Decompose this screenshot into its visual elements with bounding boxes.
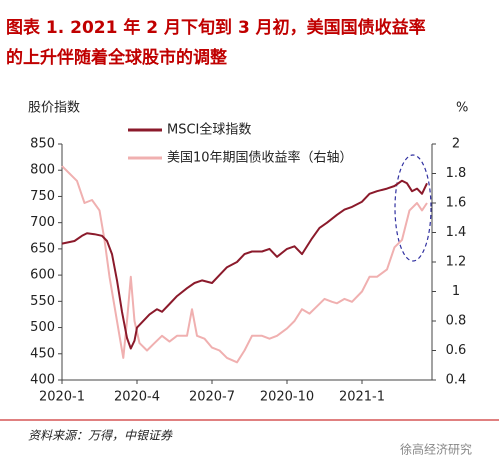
y2-tick-label: 1	[452, 284, 460, 299]
y2-tick-label: 1.4	[446, 225, 467, 240]
y-tick-label: 800	[30, 163, 55, 178]
chart-title: 的上升伴随着全球股市的调整	[6, 47, 227, 68]
y-tick-label: 500	[30, 320, 55, 335]
y2-tick-label: 2	[452, 137, 460, 152]
y-tick-label: 400	[30, 373, 55, 388]
y-tick-label: 750	[30, 189, 55, 204]
y2-axis-label: %	[456, 101, 468, 116]
source: 资料来源：万得，中银证券	[28, 429, 173, 443]
y-tick-label: 450	[30, 346, 55, 361]
y2-tick-label: 0.8	[446, 314, 467, 329]
y-tick-label: 650	[30, 241, 55, 256]
x-tick-label: 2021-1	[339, 390, 385, 405]
chart-title: 图表 1. 2021 年 2 月下旬到 3 月初，美国国债收益率	[6, 17, 426, 38]
x-tick-label: 2020-10	[260, 390, 314, 405]
y2-tick-label: 0.6	[446, 343, 467, 358]
y-tick-label: 700	[30, 215, 55, 230]
x-tick-label: 2020-7	[189, 390, 235, 405]
y2-tick-label: 1.8	[446, 166, 467, 181]
watermark: 徐高经济研究	[400, 442, 472, 457]
legend-label: MSCI全球指数	[167, 122, 251, 138]
series-line	[61, 179, 428, 350]
y-tick-label: 850	[30, 137, 55, 152]
y-tick-label: 550	[30, 294, 55, 309]
series-line	[61, 165, 428, 364]
legend-label: 美国10年期国债收益率（右轴）	[167, 150, 353, 166]
x-tick-label: 2020-4	[114, 390, 160, 405]
y2-tick-label: 0.4	[446, 373, 467, 388]
x-tick-label: 2020-1	[39, 390, 85, 405]
y2-tick-label: 1.6	[446, 196, 467, 211]
y2-tick-label: 1.2	[446, 255, 467, 270]
y-axis-label: 股价指数	[28, 101, 80, 116]
highlight-ellipse	[394, 154, 432, 262]
y-tick-label: 600	[30, 268, 55, 283]
